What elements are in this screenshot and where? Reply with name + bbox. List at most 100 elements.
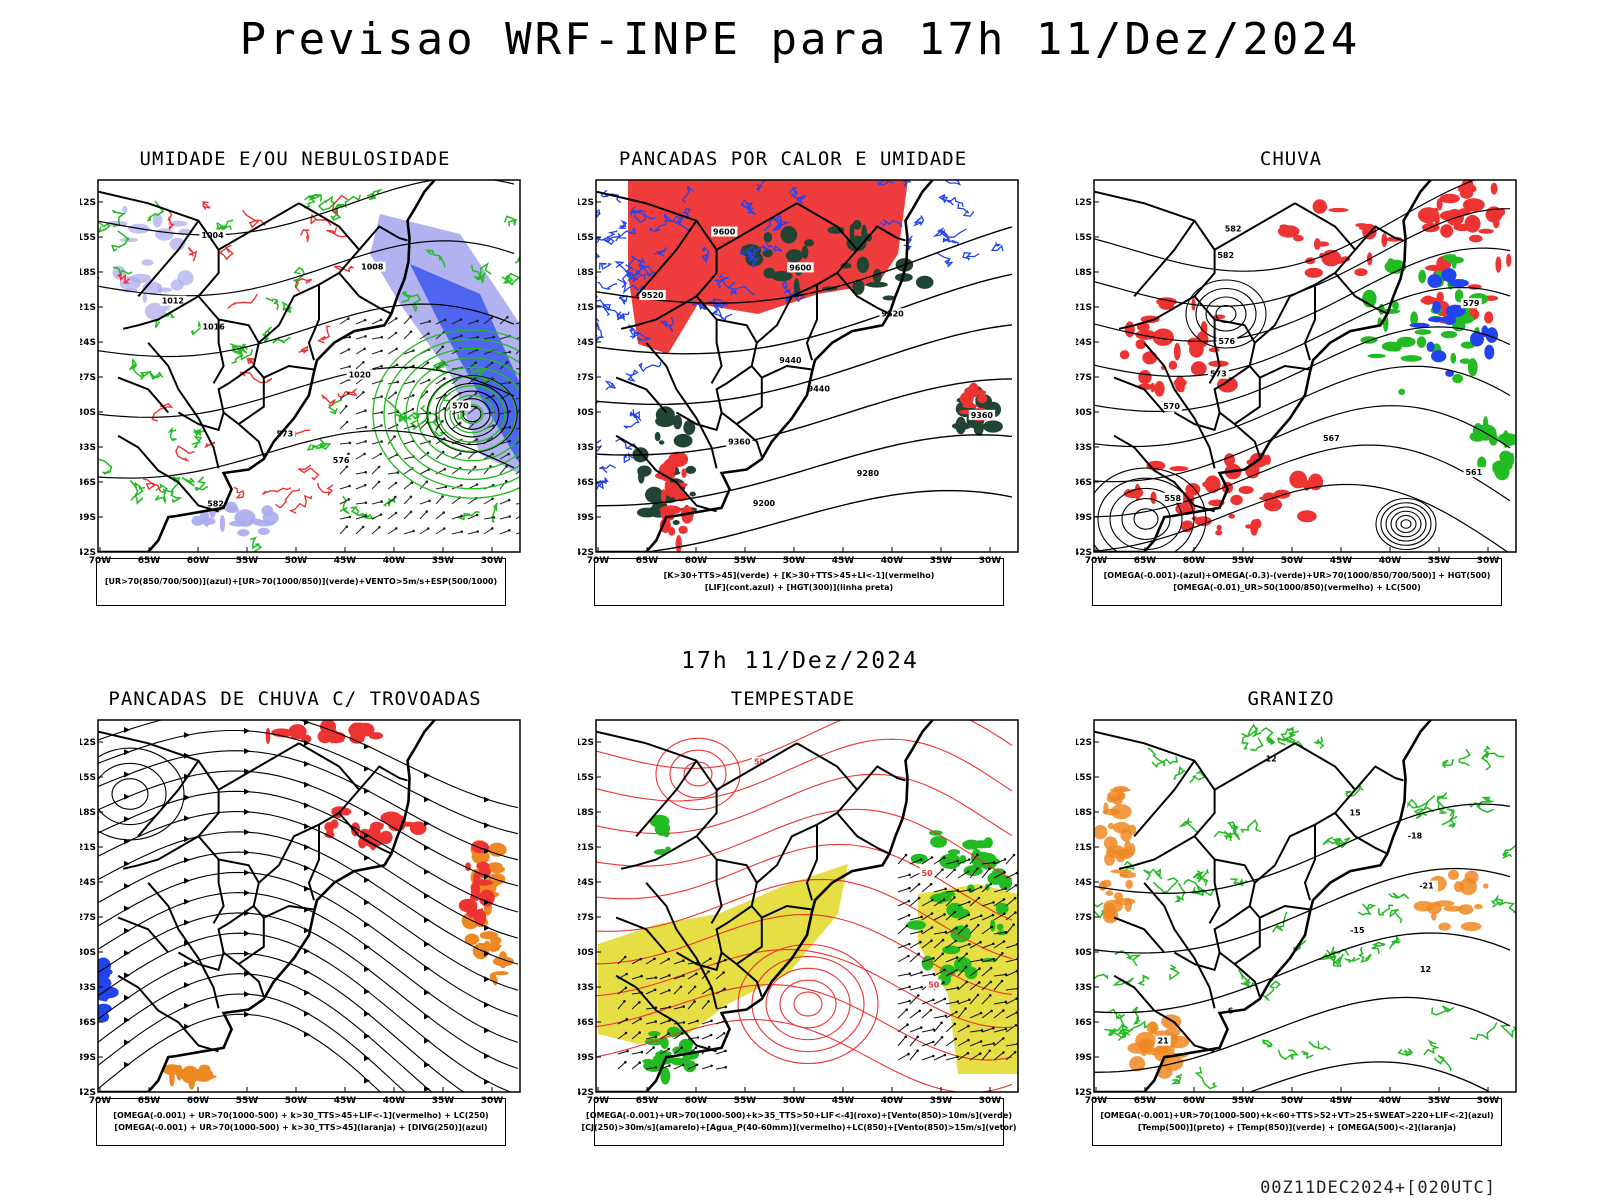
lon-tick-label: 30W: [1477, 556, 1500, 566]
panel-title: UMIDADE E/OU NEBULOSIDADE: [139, 148, 451, 170]
lat-tick-label: 12S: [1076, 738, 1092, 748]
lon-tick-label: 50W: [783, 556, 806, 566]
lat-tick-label: 42S: [80, 1088, 96, 1098]
lon-tick-label: 35W: [930, 1096, 953, 1106]
panel-title: GRANIZO: [1247, 688, 1335, 710]
contour-label: 9600: [713, 228, 736, 237]
weather-map: 1004 1008 1012 1016 1020 570 573 576 582 12S 15S 18…: [80, 179, 521, 566]
lon-tick-label: 30W: [1477, 1096, 1500, 1106]
lon-tick-label: 65W: [636, 1096, 659, 1106]
lon-tick-label: 65W: [1134, 1096, 1157, 1106]
legend-line: [OMEGA(-0.001)+UR>70(1000-500)+k>35_TTS>…: [586, 1111, 1012, 1120]
lon-tick-label: 30W: [481, 1096, 504, 1106]
lon-tick-label: 50W: [285, 1096, 308, 1106]
lat-tick-label: 18S: [80, 268, 96, 278]
lat-tick-label: 24S: [80, 878, 96, 888]
lat-tick-label: 42S: [578, 548, 594, 558]
contour-label: 9280: [857, 469, 880, 478]
lat-tick-label: 24S: [1076, 878, 1092, 888]
lon-tick-label: 70W: [1085, 1096, 1108, 1106]
lat-tick-label: 39S: [1076, 513, 1092, 523]
lat-tick-label: 33S: [1076, 443, 1092, 453]
legend-line: [LIF](cont.azul) + [HGT(300)](linha pret…: [704, 583, 894, 592]
lat-tick-label: 39S: [80, 513, 96, 523]
contour-label: 9440: [808, 385, 831, 394]
contour-label: 15: [1350, 808, 1362, 817]
weather-map: 582 582 579 576 573 570 567 561 558 12S 15S 18S 21S 2…: [1076, 179, 1517, 566]
lon-tick-label: 60W: [685, 556, 708, 566]
lat-tick-label: 24S: [1076, 338, 1092, 348]
coastline: [98, 180, 436, 552]
map-background: [1094, 180, 1516, 552]
contour-label: 1012: [162, 297, 184, 306]
lon-tick-label: 40W: [881, 1096, 904, 1106]
legend-line: [OMEGA(-0.01)_UR>50(1000/850)(vermelho) …: [1173, 583, 1421, 592]
lat-tick-label: 27S: [578, 913, 594, 923]
lon-tick-label: 40W: [1379, 1096, 1402, 1106]
lon-tick-label: 45W: [334, 1096, 357, 1106]
legend-line: [UR>70(850/700/500)](azul)+[UR>70(1000/8…: [104, 577, 498, 586]
lon-tick-label: 65W: [138, 1096, 161, 1106]
lon-tick-label: 60W: [1183, 556, 1206, 566]
lon-tick-label: 55W: [1232, 1096, 1255, 1106]
legend-line: [OMEGA(-0.001) + UR>70(1000-500) + k>30_…: [114, 1123, 488, 1132]
lat-tick-label: 39S: [578, 1053, 594, 1063]
legend-box: [OMEGA(-0.001)+UR>70(1000-500)+k>35_TTS>…: [581, 1098, 1017, 1146]
lon-tick-label: 60W: [187, 1096, 210, 1106]
lat-tick-label: 33S: [80, 443, 96, 453]
legend-box: [UR>70(850/700/500)](azul)+[UR>70(1000/8…: [96, 558, 506, 606]
contour-label: 12: [1266, 754, 1277, 763]
lat-tick-label: 18S: [578, 268, 594, 278]
lat-tick-label: 27S: [80, 913, 96, 923]
lon-tick-label: 35W: [1428, 1096, 1451, 1106]
legend-line: [K>30+TTS>45](verde) + [K>30+TTS>45+LI<-…: [663, 571, 935, 580]
panel-title: CHUVA: [1259, 148, 1323, 170]
lat-tick-label: 36S: [1076, 1018, 1092, 1028]
contour-label: 561: [1465, 468, 1482, 477]
lat-tick-label: 24S: [578, 878, 594, 888]
lat-tick-label: 12S: [578, 198, 594, 208]
lat-tick-label: 39S: [80, 1053, 96, 1063]
lon-tick-label: 45W: [1330, 556, 1353, 566]
legend-box: [OMEGA(-0.001)-(azul)+OMEGA(-0.3)-(verde…: [1092, 558, 1502, 606]
lon-tick-label: 55W: [236, 1096, 259, 1106]
coastline: [1094, 180, 1432, 552]
lat-tick-label: 15S: [1076, 773, 1092, 783]
lat-tick-label: 15S: [578, 773, 594, 783]
legend-line: [Temp(500)](preto) + [Temp(850)](verde) …: [1137, 1123, 1457, 1132]
lat-tick-label: 33S: [578, 443, 594, 453]
lat-tick-label: 27S: [80, 373, 96, 383]
contour-label: 579: [1463, 299, 1480, 308]
lon-tick-label: 40W: [383, 1096, 406, 1106]
lon-tick-label: 55W: [236, 556, 259, 566]
lon-tick-label: 35W: [432, 556, 455, 566]
lat-tick-label: 30S: [80, 408, 96, 418]
contour-label: 9200: [753, 499, 776, 508]
lat-tick-label: 33S: [578, 983, 594, 993]
lat-tick-label: 24S: [80, 338, 96, 348]
lat-tick-label: 21S: [1076, 303, 1092, 313]
lat-tick-label: 33S: [1076, 983, 1092, 993]
lat-tick-label: 36S: [1076, 478, 1092, 488]
lat-tick-label: 15S: [80, 773, 96, 783]
panel-title: PANCADAS POR CALOR E UMIDADE: [618, 148, 968, 170]
lon-tick-label: 45W: [1330, 1096, 1353, 1106]
map-frame: [595, 179, 1019, 553]
contour-label: 50: [921, 869, 933, 878]
map-panel-trovoadas: PANCADAS DE CHUVA C/ TROVOADAS 12S 15S 18S 2…: [80, 688, 521, 1146]
lon-tick-label: 70W: [89, 1096, 112, 1106]
lat-tick-label: 21S: [578, 303, 594, 313]
lat-tick-label: 36S: [578, 478, 594, 488]
contour-label: 1008: [361, 263, 384, 272]
forecast-field: 1004 1008 1012 1016 1020 570 573 576 582: [98, 180, 520, 552]
lon-tick-label: 65W: [1134, 556, 1157, 566]
forecast-field: [98, 720, 519, 1092]
contour-label: 570: [1163, 402, 1180, 411]
contour-label: 576: [1218, 337, 1235, 346]
map-frame: [595, 719, 1019, 1093]
lat-tick-label: 18S: [578, 808, 594, 818]
coastline: [98, 720, 436, 1092]
lat-tick-label: 15S: [80, 233, 96, 243]
lat-tick-label: 42S: [1076, 548, 1092, 558]
contour-label: 570: [452, 402, 469, 411]
